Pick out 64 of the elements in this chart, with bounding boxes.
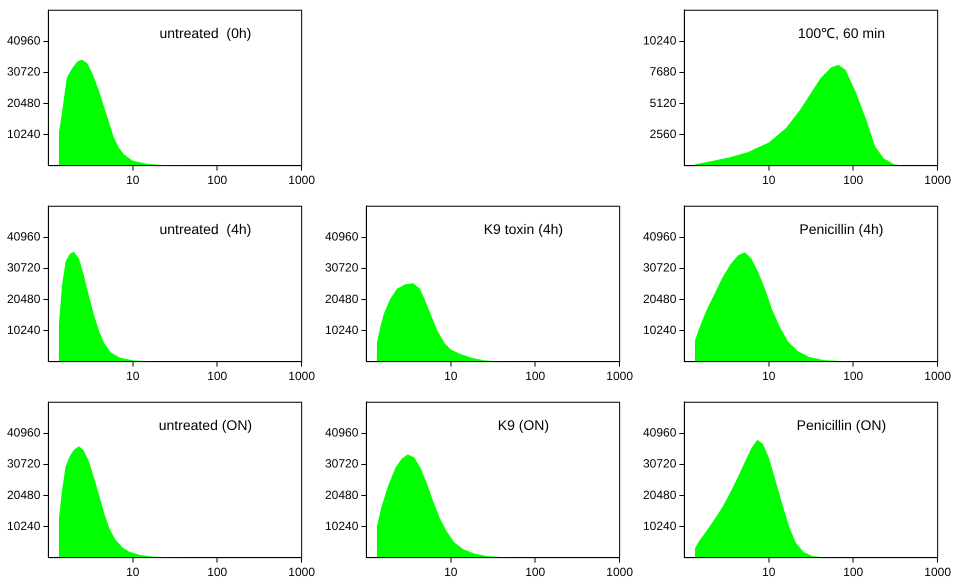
y-tick-label: 20480 [324,488,359,502]
y-tick-label: 30720 [6,456,41,471]
x-tick-label: 10 [762,369,776,384]
x-tick-label: 1000 [924,369,952,384]
x-tick-label: 1000 [606,369,634,384]
y-tick-label: 20480 [6,292,41,306]
y-tick-label: 10240 [642,322,677,337]
x-tick-label: 1000 [924,565,952,580]
y-tick-label: 5120 [650,96,677,110]
x-tick-label: 1000 [288,369,316,384]
y-tick-label: 10240 [642,518,677,533]
x-tick-label: 10 [126,173,140,188]
y-tick-label: 30720 [642,260,677,275]
y-tick-label: 10240 [642,34,677,48]
x-tick-label: 1000 [606,565,634,580]
x-tick-label: 100 [843,565,864,580]
x-tick-label: 10 [126,565,140,580]
x-tick-label: 100 [207,565,228,580]
x-tick-label: 10 [444,369,458,384]
y-tick-label: 10240 [324,518,359,533]
y-tick-label: 40960 [6,230,41,244]
text: Penicillin (ON) [796,417,886,434]
x-tick-label: 100 [207,173,228,188]
y-tick-label: 20480 [324,292,359,306]
y-tick-label: 10240 [6,518,41,533]
y-tick-label: 40960 [324,230,359,244]
x-tick-label: 100 [207,369,228,384]
x-tick-label: 10 [762,565,776,580]
y-tick-label: 20480 [642,488,677,502]
y-tick-label: 20480 [6,96,41,110]
text: Penicillin (4h) [799,221,884,238]
y-tick-label: 30720 [642,456,677,471]
y-tick-label: 40960 [6,426,41,440]
x-tick-label: 1000 [924,173,952,188]
text: untreated (ON) [158,417,252,434]
y-tick-label: 30720 [6,260,41,275]
y-tick-label: 10240 [6,126,41,141]
y-tick-label: 30720 [6,64,41,79]
x-tick-label: 1000 [288,173,316,188]
text: 100℃, 60 min [798,25,885,42]
y-tick-label: 10240 [324,322,359,337]
x-tick-label: 100 [843,369,864,384]
text: K9 (ON) [498,417,550,434]
y-tick-label: 20480 [642,292,677,306]
y-tick-label: 7680 [650,64,677,79]
text: untreated (4h) [159,221,252,238]
x-tick-label: 10 [762,173,776,188]
y-tick-label: 2560 [650,126,677,141]
y-tick-label: 40960 [324,426,359,440]
y-tick-label: 40960 [642,230,677,244]
y-tick-label: 30720 [324,456,359,471]
x-tick-label: 100 [525,565,546,580]
x-tick-label: 10 [444,565,458,580]
text: K9 toxin (4h) [484,221,564,238]
x-tick-label: 100 [525,369,546,384]
y-tick-label: 30720 [324,260,359,275]
text: untreated (0h) [159,25,252,42]
x-tick-label: 10 [126,369,140,384]
x-tick-label: 1000 [288,565,316,580]
x-tick-label: 100 [843,173,864,188]
y-tick-label: 40960 [6,34,41,48]
y-tick-label: 40960 [642,426,677,440]
y-tick-label: 20480 [6,488,41,502]
y-tick-label: 10240 [6,322,41,337]
